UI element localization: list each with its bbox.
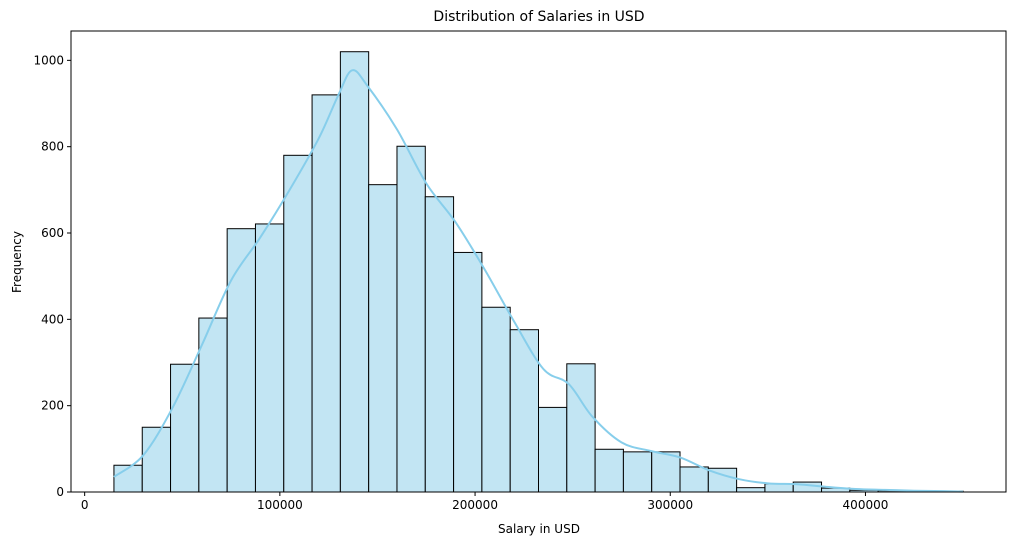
histogram-bar bbox=[424, 196, 455, 493]
y-tick-label: 600 bbox=[41, 226, 64, 240]
y-axis-label: Frequency bbox=[10, 231, 24, 293]
histogram-bar bbox=[226, 228, 256, 493]
y-tick-label: 200 bbox=[41, 399, 64, 413]
histogram-bar bbox=[566, 363, 596, 493]
x-tick-label: 100000 bbox=[257, 498, 303, 512]
y-axis: 0 200 400 600 800 1000 bbox=[33, 53, 71, 499]
histogram-bar bbox=[622, 451, 653, 493]
histogram-bar bbox=[254, 223, 285, 493]
histogram-bar bbox=[170, 363, 200, 493]
histogram-bar bbox=[113, 464, 143, 493]
x-axis: 0 100000 200000 300000 400000 bbox=[81, 492, 889, 512]
histogram-bar bbox=[764, 483, 794, 493]
histogram-bar bbox=[509, 329, 540, 493]
y-tick-label: 400 bbox=[41, 312, 64, 326]
y-tick-label: 0 bbox=[56, 485, 64, 499]
y-tick-label: 1000 bbox=[33, 53, 64, 67]
chart-title: Distribution of Salaries in USD bbox=[433, 9, 644, 25]
x-axis-label: Salary in USD bbox=[498, 522, 580, 536]
histogram-bar bbox=[736, 487, 766, 493]
kde-curve bbox=[113, 69, 964, 493]
histogram-bar bbox=[481, 306, 511, 493]
x-tick-label: 200000 bbox=[452, 498, 498, 512]
histogram-bar bbox=[311, 94, 341, 493]
x-tick-label: 0 bbox=[81, 498, 89, 512]
histogram-bar bbox=[283, 154, 313, 493]
histogram-bar bbox=[538, 406, 568, 493]
histogram-bar bbox=[396, 145, 426, 493]
histogram-bar bbox=[453, 251, 483, 493]
histogram-bar bbox=[368, 184, 398, 493]
histogram-bar bbox=[679, 466, 709, 493]
plot-frame bbox=[70, 30, 1007, 493]
y-tick-label: 800 bbox=[41, 140, 64, 154]
histogram-bar bbox=[594, 448, 624, 493]
bars-layer bbox=[113, 51, 964, 493]
histogram-bar bbox=[339, 51, 370, 493]
histogram-bar bbox=[651, 451, 681, 493]
x-tick-label: 400000 bbox=[843, 498, 889, 512]
x-tick-label: 300000 bbox=[647, 498, 693, 512]
